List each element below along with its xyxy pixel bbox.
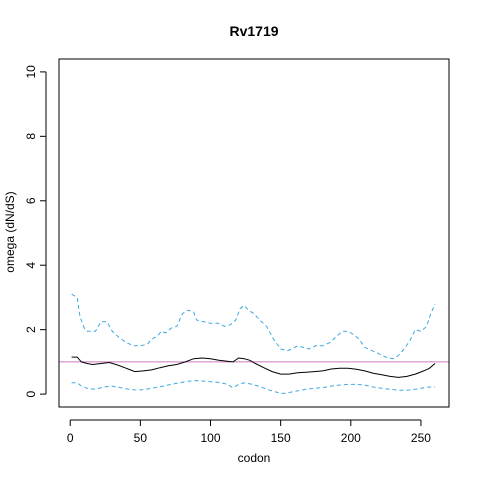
- mean-series-line: [71, 356, 436, 378]
- y-tick-label-5: 10: [24, 65, 38, 79]
- y-tick-label-1: 2: [24, 326, 38, 333]
- y-tick-label-0: 0: [24, 390, 38, 397]
- x-tick-label-3: 150: [271, 431, 291, 445]
- x-tick-label-2: 100: [200, 431, 220, 445]
- x-tick-label-5: 250: [411, 431, 431, 445]
- x-tick-label-0: 0: [67, 431, 74, 445]
- y-axis-label: omega (dN/dS): [3, 191, 17, 272]
- x-axis-label: codon: [238, 451, 271, 465]
- chart-title: Rv1719: [229, 23, 278, 39]
- upper-series-line: [71, 293, 436, 360]
- x-tick-label-4: 200: [341, 431, 361, 445]
- y-tick-label-4: 8: [24, 133, 38, 140]
- lower-series-line: [71, 380, 435, 395]
- plot-frame: [58, 58, 450, 408]
- x-tick-label-1: 50: [134, 431, 148, 445]
- y-tick-label-3: 6: [24, 197, 38, 204]
- y-tick-label-2: 4: [24, 262, 38, 269]
- plot-area: 0 50 100 150 200 250 0 2 4 6 8 10: [24, 65, 449, 445]
